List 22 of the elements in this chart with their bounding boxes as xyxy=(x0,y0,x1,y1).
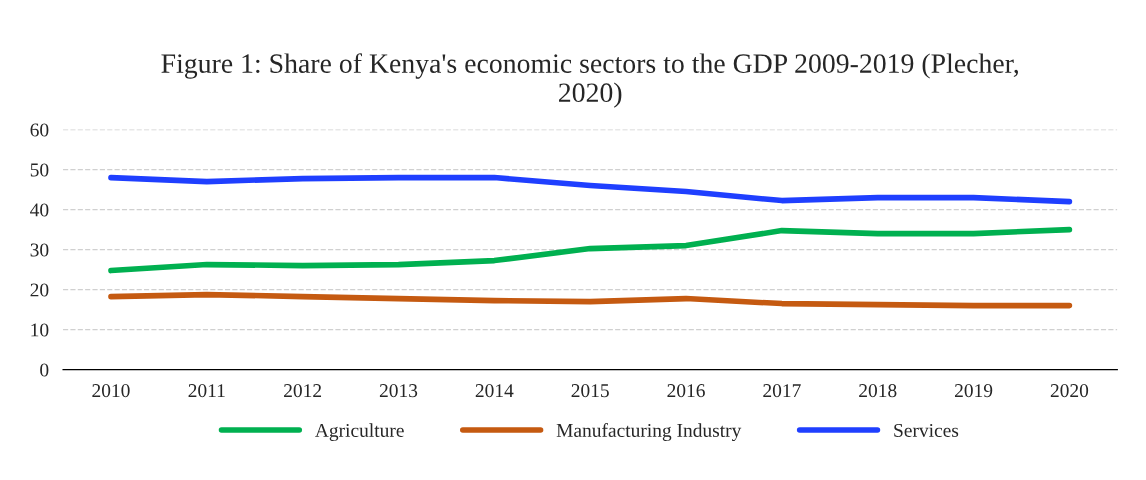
y-tick-label: 0 xyxy=(40,363,49,377)
x-tick-label: 2010 xyxy=(92,384,130,398)
y-tick-label: 60 xyxy=(30,123,49,137)
x-tick-label: 2017 xyxy=(763,384,801,398)
x-tick-label: 2018 xyxy=(859,384,897,398)
y-tick-label: 50 xyxy=(30,163,49,177)
x-tick-label: 2011 xyxy=(188,384,225,398)
legend-label: Agriculture xyxy=(315,423,404,441)
x-tick-label: 2020 xyxy=(1050,384,1089,398)
legend-label: Services xyxy=(894,423,959,437)
y-tick-label: 40 xyxy=(30,203,49,217)
x-tick-label: 2019 xyxy=(954,384,993,398)
x-tick-label: 2012 xyxy=(284,384,322,398)
y-tick-label: 30 xyxy=(30,243,49,257)
y-tick-label: 10 xyxy=(31,323,49,337)
x-tick-label: 2016 xyxy=(667,384,705,398)
x-tick-label: 2015 xyxy=(571,384,609,398)
chart-title: Figure 1: Share of Kenya's economic sectors to the GDP 2009-2019 (Plecher, 2020) xyxy=(161,53,1018,108)
x-tick-label: 2014 xyxy=(475,384,514,398)
y-tick-label: 20 xyxy=(30,283,49,297)
legend-label: Manufacturing Industry xyxy=(556,423,742,441)
x-tick-label: 2013 xyxy=(379,384,418,398)
